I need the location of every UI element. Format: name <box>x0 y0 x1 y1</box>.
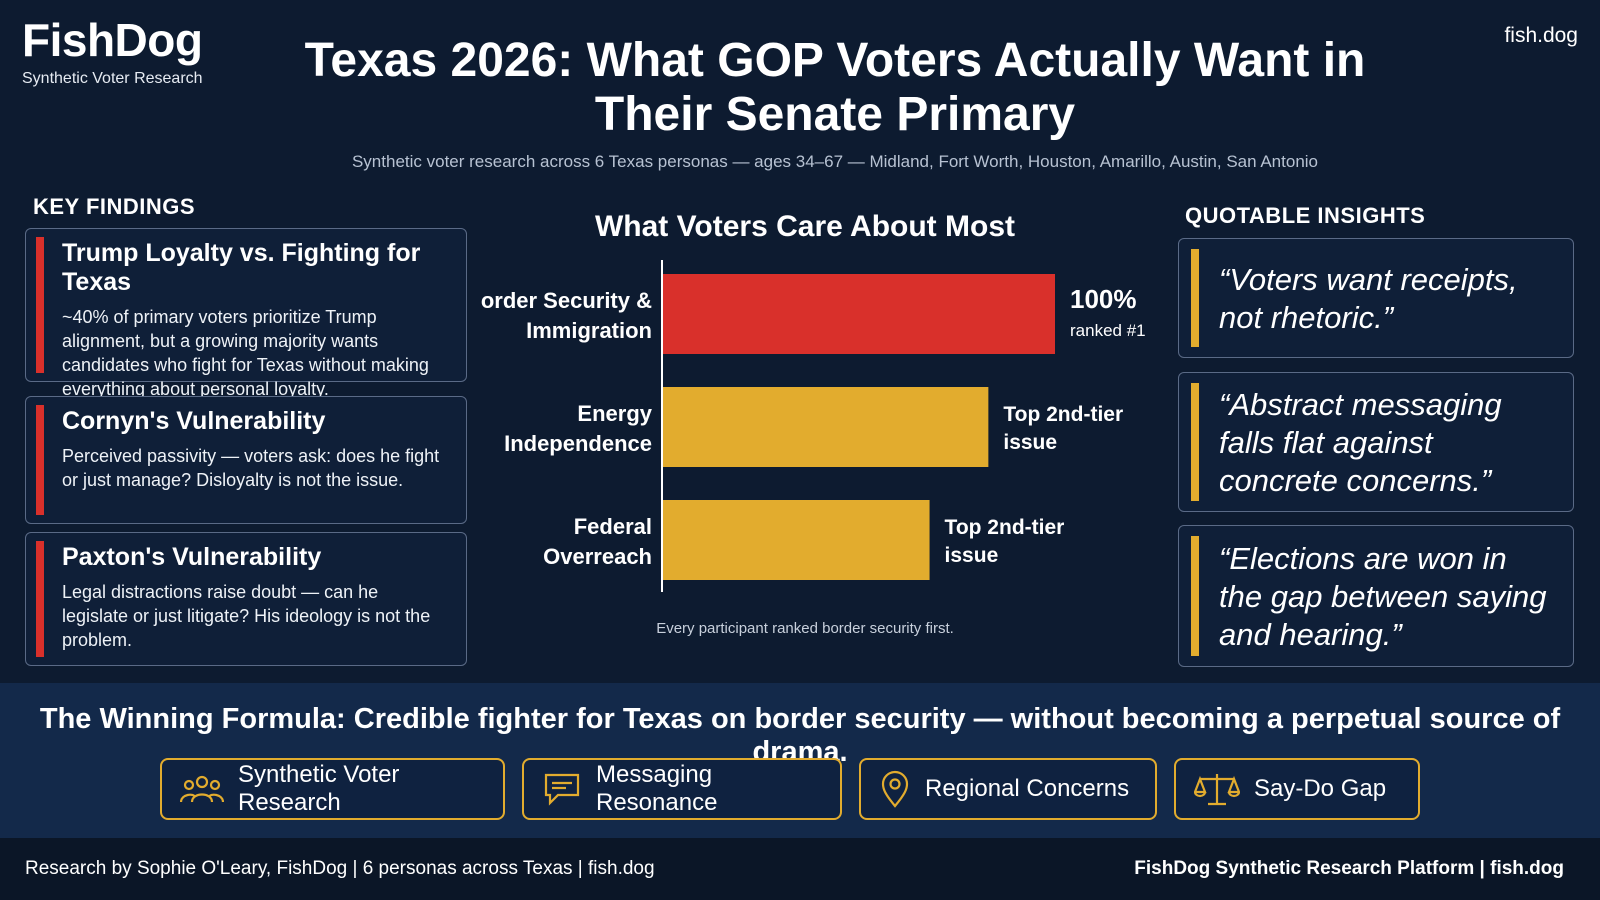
finding-card-paxton: Paxton's Vulnerability Legal distraction… <box>25 532 467 666</box>
chart-bar <box>663 274 1055 354</box>
footer-credit: Research by Sophie O'Leary, FishDog | 6 … <box>25 858 655 879</box>
quote-card: “Voters want receipts, not rhetoric.” <box>1178 238 1574 358</box>
site-link-top[interactable]: fish.dog <box>1504 24 1578 47</box>
tag-label: Regional Concerns <box>925 775 1130 802</box>
page-subtitle: Synthetic voter research across 6 Texas … <box>351 152 1319 171</box>
chart-value-label: Top 2nd-tier <box>945 516 1065 539</box>
finding-card-trump-loyalty: Trump Loyalty vs. Fighting for Texas ~40… <box>25 228 467 399</box>
chart-category-label: Federal Overreach <box>543 514 652 569</box>
quote-card: “Abstract messaging falls flat against c… <box>1178 372 1574 512</box>
footer: Research by Sophie O'Leary, FishDog | 6 … <box>0 838 1600 900</box>
map-pin-icon <box>881 770 909 808</box>
finding-card-cornyn: Cornyn's Vulnerability Perceived passivi… <box>25 396 467 524</box>
quotable-insights-heading: QUOTABLE INSIGHTS <box>1185 203 1426 228</box>
tag-regional-concerns[interactable]: Regional Concerns <box>859 758 1157 820</box>
chart-bar <box>663 500 930 580</box>
chart-value-label: 100% <box>1070 284 1137 314</box>
finding-text: Perceived passivity — voters ask: does h… <box>62 446 440 490</box>
quote-accent-bar <box>1191 383 1199 501</box>
chart-value-sublabel: ranked #1 <box>1070 321 1146 340</box>
quote-accent-bar <box>1191 249 1199 347</box>
chart-value-label: Top 2nd-tier <box>1003 403 1123 426</box>
page-title: Texas 2026: What GOP Voters Actually Wan… <box>304 34 1366 141</box>
chart-value-sublabel: issue <box>945 544 999 567</box>
tag-synthetic-voter-research[interactable]: Synthetic Voter Research <box>160 758 505 820</box>
finding-title: Paxton's Vulnerability <box>62 543 322 571</box>
brand-name: FishDog <box>22 14 203 66</box>
speech-bubble-icon <box>544 773 580 806</box>
finding-title: Cornyn's Vulnerability <box>62 407 326 435</box>
quote-accent-bar <box>1191 536 1199 656</box>
chart-note: Every participant ranked border security… <box>656 620 954 637</box>
people-group-icon <box>180 775 224 803</box>
winning-formula: The Winning Formula: Credible fighter fo… <box>39 703 1561 768</box>
quote-text: “Elections are won in the gap between sa… <box>1219 541 1547 652</box>
chart-category-label: Energy Independence <box>504 401 653 456</box>
tag-label: Messaging Resonance <box>596 761 718 816</box>
chart-bar <box>663 387 989 467</box>
quote-card: “Elections are won in the gap between sa… <box>1178 525 1574 667</box>
quote-text: “Abstract messaging falls flat against c… <box>1219 387 1502 498</box>
finding-text: Legal distractions raise doubt — can he … <box>62 582 431 650</box>
finding-accent-bar <box>36 237 44 373</box>
chart-value-sublabel: issue <box>1003 431 1057 454</box>
footer-platform: FishDog Synthetic Research Platform | fi… <box>1134 858 1564 879</box>
chart-title: What Voters Care About Most <box>594 210 1015 243</box>
key-findings-heading: KEY FINDINGS <box>33 194 196 219</box>
finding-title: Trump Loyalty vs. Fighting for Texas <box>62 239 421 296</box>
finding-accent-bar <box>36 541 44 657</box>
issue-priority-chart: Border Security & Immigration 100% ranked #… <box>480 260 1146 592</box>
brand-logo: FishDog Synthetic Voter Research <box>22 14 203 88</box>
brand-tagline: Synthetic Voter Research <box>22 70 203 87</box>
finding-text: ~40% of primary voters prioritize Trump … <box>62 307 429 399</box>
balance-scale-icon <box>1194 774 1240 806</box>
finding-accent-bar <box>36 405 44 515</box>
tag-messaging-resonance[interactable]: Messaging Resonance <box>522 758 842 820</box>
tag-label: Synthetic Voter Research <box>238 761 400 816</box>
tag-label: Say-Do Gap <box>1254 775 1387 802</box>
tag-say-do-gap[interactable]: Say-Do Gap <box>1174 758 1420 820</box>
chart-category-label: Border Security & Immigration <box>480 288 652 343</box>
quote-text: “Voters want receipts, not rhetoric.” <box>1219 262 1518 335</box>
